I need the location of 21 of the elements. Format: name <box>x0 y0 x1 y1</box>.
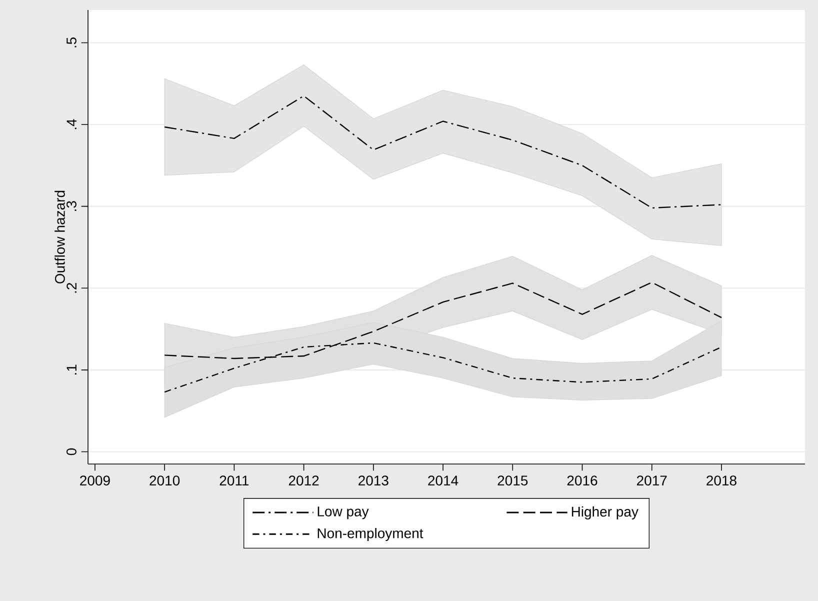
y-axis-title: Outflow hazard <box>54 190 65 284</box>
legend-label: Low pay <box>318 506 369 520</box>
x-tick-label: 2018 <box>706 476 736 486</box>
x-tick-label: 2011 <box>220 476 249 486</box>
y-tick-label: .5 <box>66 37 76 48</box>
x-tick-label: 2015 <box>498 476 528 486</box>
y-tick-label: .2 <box>66 283 76 293</box>
x-tick-label: 2016 <box>567 476 598 486</box>
y-tick-label: .1 <box>66 364 76 374</box>
x-tick-label: 2014 <box>428 476 458 486</box>
y-tick-label: .4 <box>66 119 76 130</box>
x-tick-label: 2009 <box>80 476 110 486</box>
y-tick-label: .3 <box>66 201 76 211</box>
y-tick-label: 0 <box>66 448 76 456</box>
line-series <box>164 95 722 209</box>
legend-label: Non-employment <box>318 528 424 542</box>
x-tick-label: 2012 <box>288 476 319 486</box>
x-tick-label: 2010 <box>150 476 180 486</box>
x-tick-label: 2017 <box>636 476 667 486</box>
x-tick-label: 2013 <box>358 476 388 486</box>
legend-label: Higher pay <box>572 506 638 520</box>
